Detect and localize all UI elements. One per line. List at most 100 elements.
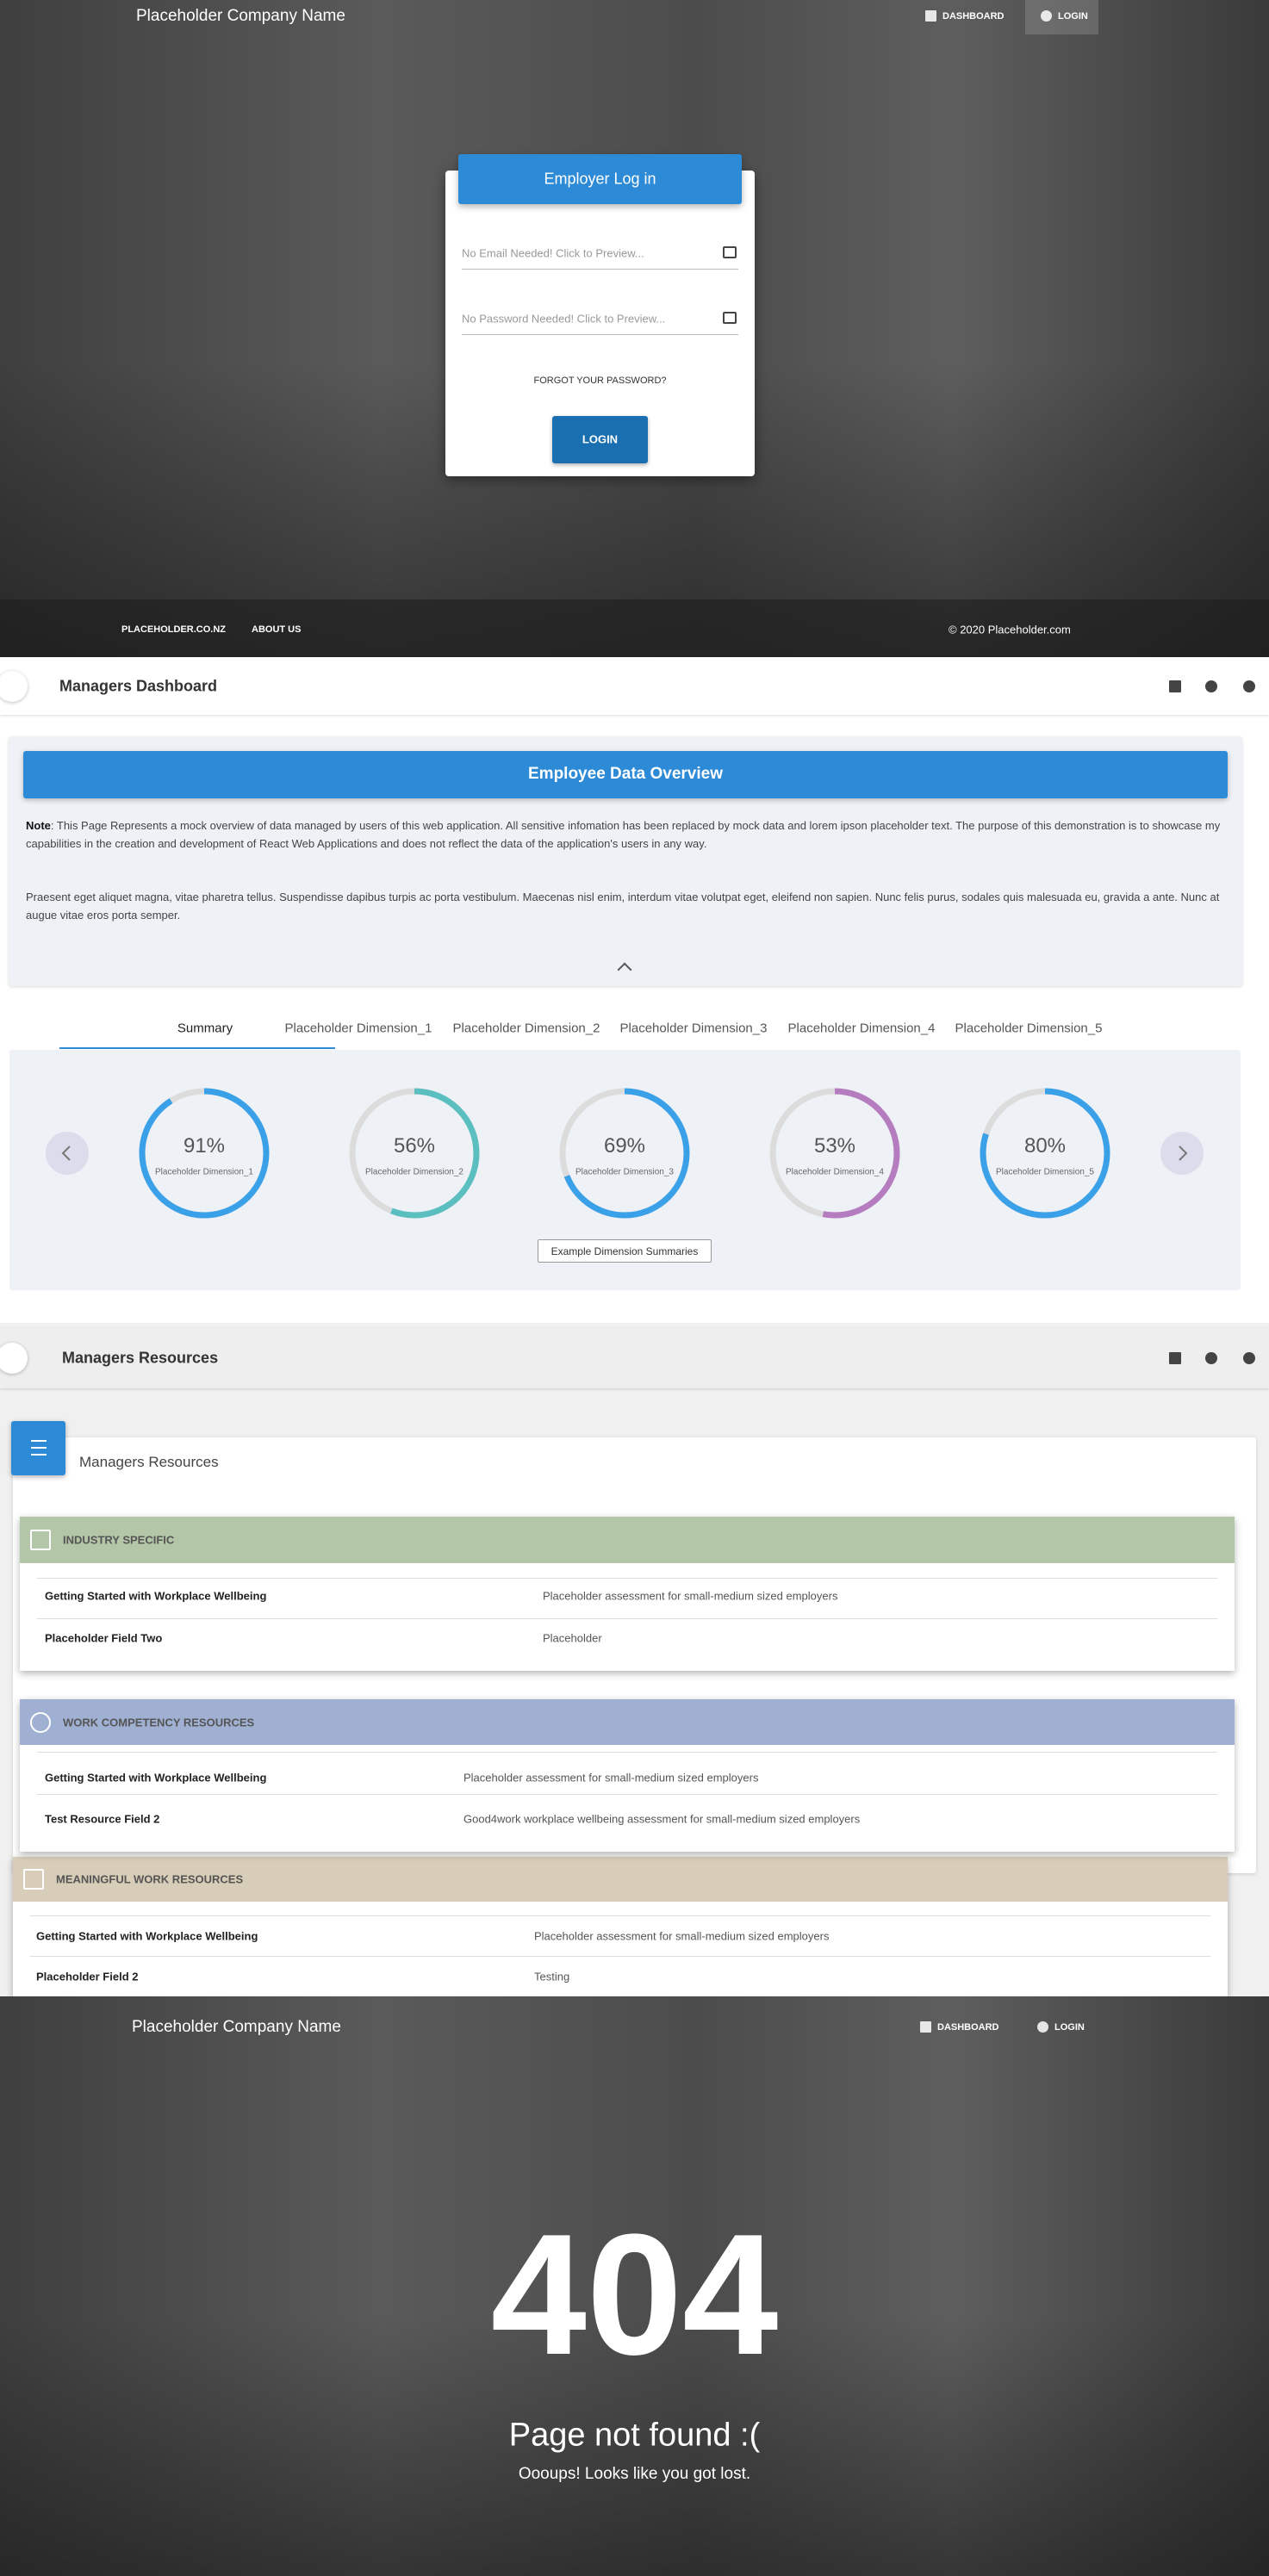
- login-card: No Email Needed! Click to Preview... No P…: [445, 171, 755, 476]
- section-header[interactable]: WORK COMPETENCY RESOURCES: [20, 1699, 1235, 1745]
- menu-toggle[interactable]: [0, 1343, 28, 1374]
- section-icon: [23, 1869, 44, 1890]
- resource-section: INDUSTRY SPECIFIC Getting Started with Wo…: [20, 1517, 1235, 1671]
- dashboard-icon: [920, 2021, 931, 2033]
- row-divider: [37, 1794, 1217, 1795]
- resource-description: Placeholder assessment for small-medium …: [543, 1589, 838, 1603]
- profile-icon[interactable]: [1243, 1352, 1255, 1364]
- login-icon: [1037, 2021, 1048, 2033]
- top-bar: Managers Dashboard: [0, 657, 1269, 715]
- dashboard-icon: [925, 10, 936, 22]
- menu-line: [31, 1447, 47, 1449]
- resource-name[interactable]: Placeholder Field Two: [45, 1631, 163, 1645]
- tab[interactable]: Placeholder Dimension_2: [452, 1021, 600, 1036]
- login-icon: [1041, 10, 1052, 22]
- email-field-placeholder: No Email Needed! Click to Preview...: [462, 246, 644, 260]
- section-icon: [30, 1711, 51, 1733]
- footer-link[interactable]: PLACEHOLDER.CO.NZ: [121, 624, 226, 635]
- brand[interactable]: Placeholder Company Name: [132, 2018, 341, 2036]
- section-title: INDUSTRY SPECIFIC: [63, 1533, 175, 1547]
- gauge-name: Placeholder Dimension_2: [365, 1167, 463, 1177]
- dashboard-nav-link[interactable]: DASHBOARD: [942, 11, 1005, 22]
- forgot-password-link[interactable]: FORGOT YOUR PASSWORD?: [533, 376, 667, 386]
- login-button-label: LOGIN: [582, 432, 619, 446]
- next-arrow[interactable]: [1160, 1132, 1204, 1175]
- prev-arrow[interactable]: [46, 1132, 89, 1175]
- note-label: Note: [26, 819, 51, 832]
- resource-name[interactable]: Getting Started with Workplace Wellbeing: [45, 1771, 267, 1785]
- dashboard-icon[interactable]: [1169, 680, 1181, 692]
- tab[interactable]: Placeholder Dimension_1: [284, 1021, 432, 1036]
- login-nav-link[interactable]: LOGIN: [1058, 11, 1088, 22]
- gauge-value: 69%: [603, 1134, 646, 1158]
- tab[interactable]: Placeholder Dimension_4: [787, 1021, 936, 1036]
- resource-section: MEANINGFUL WORK RESOURCES Getting Started…: [13, 1857, 1228, 1996]
- gauge-name: Placeholder Dimension_5: [996, 1167, 1094, 1177]
- overview-header: Employee Data Overview: [23, 751, 1228, 798]
- login-button[interactable]: LOGIN: [552, 416, 648, 463]
- resource-description: Placeholder assessment for small-medium …: [534, 1929, 830, 1943]
- section-title: MEANINGFUL WORK RESOURCES: [56, 1872, 244, 1886]
- tab-indicator: [59, 1047, 335, 1049]
- resource-description: Placeholder: [543, 1631, 602, 1645]
- gauge-arc: [139, 1088, 270, 1219]
- section-header[interactable]: MEANINGFUL WORK RESOURCES: [13, 1857, 1228, 1902]
- tab[interactable]: Summary: [177, 1021, 233, 1036]
- dashboard-icon[interactable]: [1169, 1352, 1181, 1364]
- gauge-arc: [349, 1088, 480, 1219]
- footer-link[interactable]: ABOUT US: [252, 624, 302, 635]
- card-title: Employer Log in: [544, 170, 656, 188]
- password-field[interactable]: No Password Needed! Click to Preview...: [462, 303, 738, 335]
- resource-description: Testing: [534, 1970, 570, 1983]
- copyright: © 2020 Placeholder.com: [949, 623, 1071, 636]
- section-header[interactable]: INDUSTRY SPECIFIC: [20, 1517, 1235, 1563]
- resource-section: WORK COMPETENCY RESOURCES Getting Started…: [20, 1699, 1235, 1852]
- resource-description: Placeholder assessment for small-medium …: [463, 1771, 759, 1785]
- login-nav-box: [1025, 0, 1098, 34]
- resource-name[interactable]: Test Resource Field 2: [45, 1812, 160, 1826]
- menu-line: [31, 1454, 47, 1456]
- login-nav-link[interactable]: LOGIN: [1054, 2022, 1085, 2033]
- dashboard-nav-link[interactable]: DASHBOARD: [937, 2022, 999, 2033]
- row-divider: [37, 1752, 1217, 1753]
- brand[interactable]: Placeholder Company Name: [136, 7, 345, 25]
- card-header: Employer Log in: [458, 154, 742, 204]
- gauge-arc: [980, 1088, 1110, 1219]
- password-field-placeholder: No Password Needed! Click to Preview...: [462, 312, 666, 326]
- resources-section: Managers Resources Managers Resources INDU…: [0, 1323, 1269, 1996]
- password-field-icon: [723, 312, 737, 324]
- gauge-value: 80%: [1023, 1134, 1067, 1158]
- paragraph: Praesent eget aliquet magna, vitae phare…: [26, 891, 1220, 922]
- gauge-name: Placeholder Dimension_3: [575, 1167, 674, 1177]
- page-title: Managers Resources: [62, 1349, 219, 1367]
- row-divider: [37, 1618, 1217, 1619]
- profile-icon[interactable]: [1243, 680, 1255, 692]
- resource-description: Good4work workplace wellbeing assessment…: [463, 1812, 861, 1826]
- summary-button-label: Example Dimension Summaries: [551, 1245, 699, 1257]
- notifications-icon[interactable]: [1205, 1352, 1217, 1364]
- page-title: Managers Dashboard: [59, 677, 218, 694]
- footer: PLACEHOLDER.CO.NZ ABOUT US © 2020 Placehol…: [0, 599, 1269, 657]
- gauge-value: 53%: [813, 1134, 856, 1158]
- gauge-value: 91%: [183, 1134, 226, 1158]
- arrow-chevron: [1179, 1145, 1188, 1161]
- summary-button[interactable]: Example Dimension Summaries: [538, 1239, 712, 1263]
- section-title: WORK COMPETENCY RESOURCES: [63, 1716, 255, 1729]
- tab[interactable]: Placeholder Dimension_5: [955, 1021, 1103, 1036]
- overview-title: Employee Data Overview: [528, 765, 723, 783]
- error-message: Oooups! Looks like you got lost.: [518, 2465, 751, 2483]
- resource-name[interactable]: Placeholder Field 2: [36, 1970, 139, 1983]
- error-heading: Page not found :(: [508, 2417, 761, 2454]
- tab[interactable]: Placeholder Dimension_3: [619, 1021, 768, 1036]
- menu-toggle[interactable]: [0, 670, 28, 702]
- note-text: : This Page Represents a mock overview o…: [26, 819, 1221, 850]
- resource-name[interactable]: Getting Started with Workplace Wellbeing: [36, 1929, 258, 1943]
- notifications-icon[interactable]: [1205, 680, 1217, 692]
- not-found-section: Placeholder Company Name DASHBOARD LOGIN 40…: [0, 1996, 1269, 2576]
- gauges: [46, 1088, 1204, 1219]
- resource-name[interactable]: Getting Started with Workplace Wellbeing: [45, 1589, 267, 1603]
- email-field[interactable]: No Email Needed! Click to Preview...: [462, 238, 738, 270]
- dashboard-section: Managers Dashboard Employee Data Overview…: [0, 657, 1269, 1323]
- gauge-name: Placeholder Dimension_1: [155, 1167, 253, 1177]
